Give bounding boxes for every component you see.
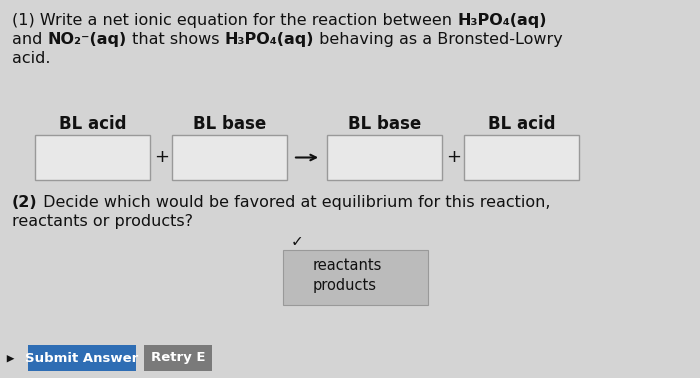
Text: +: + [446,149,461,166]
Text: ✓: ✓ [291,234,304,249]
Text: products: products [313,278,377,293]
Text: BL base: BL base [193,115,266,133]
Text: BL acid: BL acid [488,115,555,133]
Text: Submit Answer: Submit Answer [25,352,139,364]
Bar [144,345,212,371]
Bar [28,345,136,371]
Text: (1) Write a net ionic equation for the reaction between: (1) Write a net ionic equation for the r… [12,13,457,28]
Text: BL base: BL base [348,115,421,133]
Text: H₃PO₄(aq): H₃PO₄(aq) [457,13,547,28]
Text: and: and [12,32,48,47]
Text: BL acid: BL acid [59,115,126,133]
Text: reactants: reactants [313,258,382,273]
Bar [283,250,428,305]
Bar [172,135,287,180]
Text: Decide which would be favored at equilibrium for this reaction,: Decide which would be favored at equilib… [38,195,550,210]
Text: (2): (2) [12,195,38,210]
Bar [464,135,579,180]
Text: ▲: ▲ [5,354,15,362]
Text: reactants or products?: reactants or products? [12,214,193,229]
Text: acid.: acid. [12,51,50,66]
Text: behaving as a Bronsted-Lowry: behaving as a Bronsted-Lowry [314,32,563,47]
Text: Retry E: Retry E [150,352,205,364]
Text: NO₂⁻(aq): NO₂⁻(aq) [48,32,127,47]
Text: H₃PO₄(aq): H₃PO₄(aq) [225,32,314,47]
Bar [35,135,150,180]
Bar [327,135,442,180]
Text: +: + [154,149,169,166]
Text: that shows: that shows [127,32,225,47]
